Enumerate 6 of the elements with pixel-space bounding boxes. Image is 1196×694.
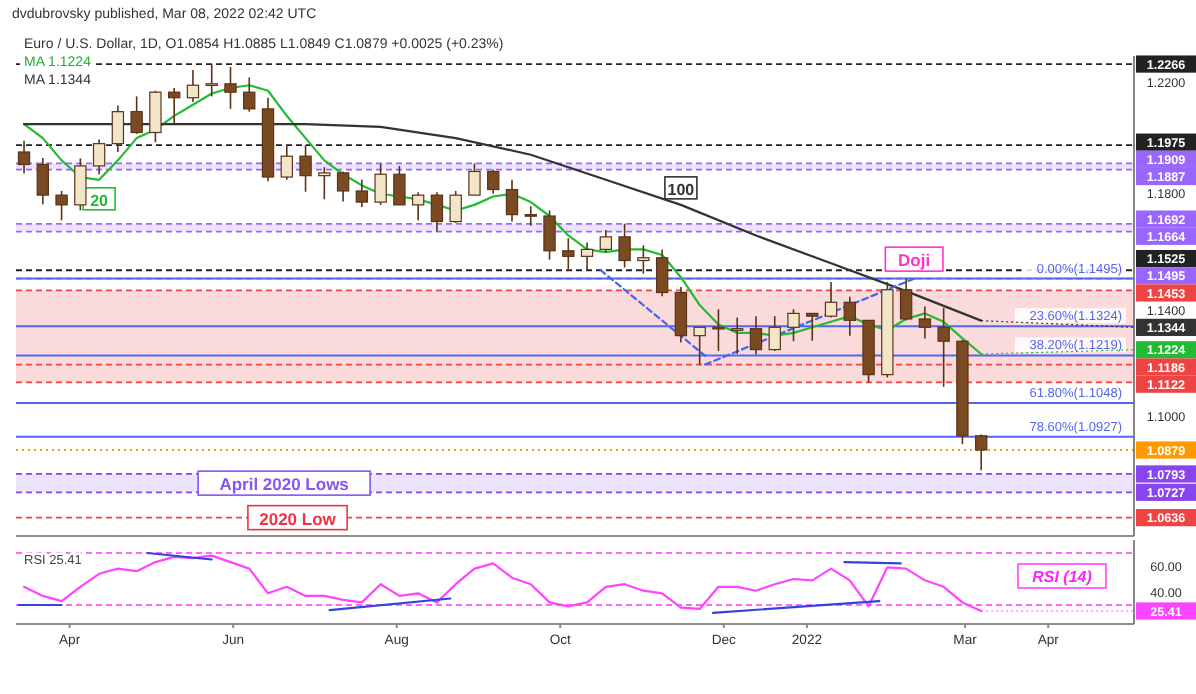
annotation: April 2020 Lows bbox=[219, 474, 350, 495]
series-label: 20 bbox=[90, 191, 110, 210]
series-label: 100 bbox=[667, 180, 696, 199]
annotation: Doji bbox=[898, 250, 931, 271]
annotation: 2020 Low bbox=[259, 508, 337, 529]
annotation: RSI (14) bbox=[1032, 568, 1093, 586]
